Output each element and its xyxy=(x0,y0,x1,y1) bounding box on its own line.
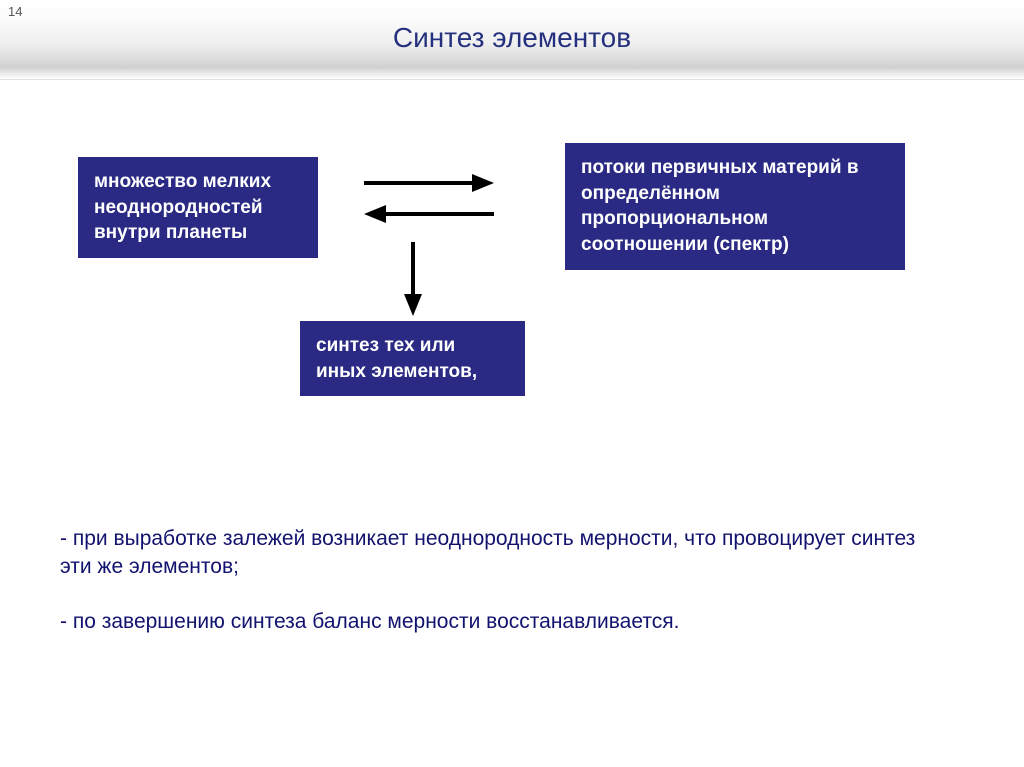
bullet-list: - при выработке залежей возникает неодно… xyxy=(60,525,940,662)
node-left: множество мелких неоднородностей внутри … xyxy=(78,157,318,258)
page-number: 14 xyxy=(8,4,22,19)
bullet-1: - при выработке залежей возникает неодно… xyxy=(60,525,940,582)
arrow-down xyxy=(404,238,422,320)
arrow-left-to-right xyxy=(358,174,500,192)
page-title: Синтез элементов xyxy=(0,22,1024,54)
node-right: потоки первичных материй в определённом … xyxy=(565,143,905,270)
node-bottom: синтез тех или иных элементов, xyxy=(300,321,525,396)
arrow-right-to-left xyxy=(358,205,500,223)
bullet-2: - по завершению синтеза баланс мерности … xyxy=(60,608,940,636)
slide: 14 Синтез элементов множество мелких нео… xyxy=(0,0,1024,767)
